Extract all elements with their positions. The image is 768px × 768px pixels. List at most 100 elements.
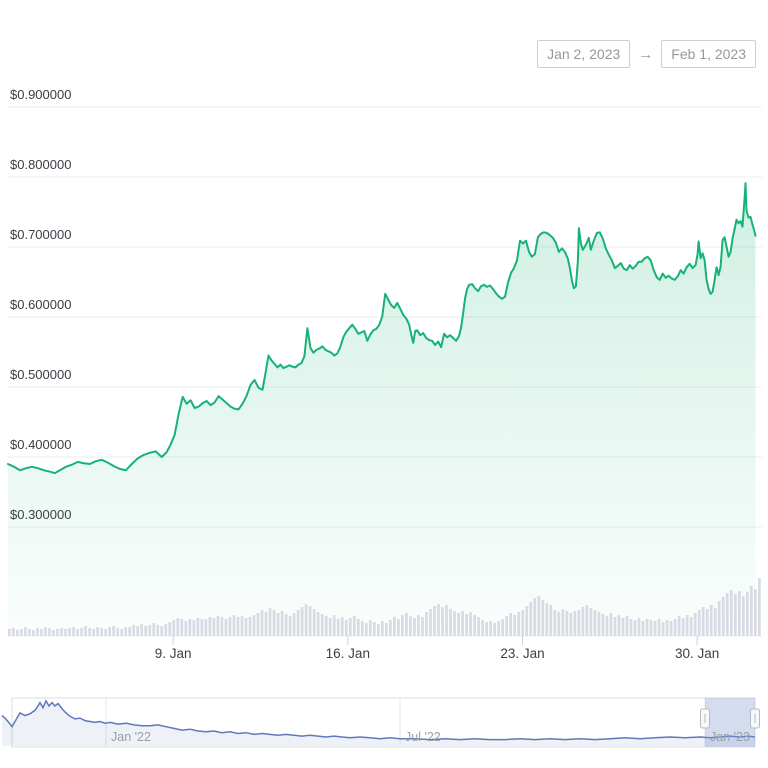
volume-bar (56, 629, 59, 636)
volume-bar (625, 616, 629, 636)
volume-bar (569, 613, 573, 636)
volume-bar (268, 608, 272, 636)
volume-bar (360, 621, 364, 636)
volume-bar (713, 608, 717, 636)
volume-bar (421, 617, 424, 636)
volume-bar (709, 605, 713, 636)
volume-bar (128, 627, 132, 636)
volume-bar (140, 624, 144, 636)
volume-bar (220, 617, 224, 636)
volume-bar (100, 628, 103, 636)
volume-bar (212, 618, 216, 636)
volume-bar (376, 624, 380, 636)
volume-bar (40, 629, 43, 636)
volume-bar (525, 606, 529, 636)
volume-bar (509, 613, 513, 636)
volume-bar (501, 619, 505, 636)
volume-bar (184, 621, 188, 636)
volume-bar (737, 591, 741, 636)
volume-bar (385, 623, 388, 636)
price-area-fill (8, 183, 756, 637)
volume-bar (380, 621, 384, 636)
volume-bar (441, 607, 444, 636)
volume-bar (108, 627, 111, 636)
date-range-picker: Jan 2, 2023 → Feb 1, 2023 (537, 40, 756, 68)
volume-bar (44, 627, 47, 636)
volume-bar (188, 619, 192, 636)
volume-bar (645, 619, 649, 636)
navigator-tick-label: Jul '22 (405, 730, 441, 744)
volume-bar (657, 619, 661, 636)
volume-bar (84, 626, 87, 636)
volume-bar (276, 613, 280, 636)
volume-bar (741, 596, 745, 636)
volume-bar (272, 610, 276, 636)
date-to-input[interactable]: Feb 1, 2023 (661, 40, 756, 68)
volume-bar (577, 610, 581, 636)
volume-bar (172, 620, 176, 636)
volume-bar (661, 622, 665, 636)
volume-bar (300, 607, 304, 636)
navigator-selection[interactable] (705, 698, 755, 747)
volume-bar (240, 616, 244, 636)
volume-bar (88, 628, 91, 636)
volume-bar (96, 627, 99, 636)
volume-bar (489, 621, 493, 636)
volume-bar (76, 629, 79, 636)
volume-bar (653, 621, 657, 636)
volume-bar (473, 615, 476, 636)
volume-bar (677, 616, 681, 636)
volume-bar (52, 630, 55, 636)
volume-bar (328, 618, 332, 636)
volume-bar (613, 617, 617, 636)
navigator-handle-right[interactable] (750, 708, 760, 729)
volume-bar (312, 609, 316, 636)
volume-bar (529, 602, 533, 636)
volume-bar (12, 628, 15, 636)
volume-bar (36, 628, 39, 636)
volume-bar (136, 626, 140, 636)
navigator-tick-label: Jan '22 (111, 730, 151, 744)
volume-bar (168, 622, 172, 636)
volume-bar (409, 616, 412, 636)
volume-bar (180, 619, 184, 636)
volume-bar (541, 600, 545, 636)
volume-bar (32, 630, 35, 636)
volume-bar (352, 616, 356, 636)
volume-bar (132, 625, 136, 636)
volume-bar (308, 606, 312, 636)
volume-bar (192, 620, 196, 636)
volume-bar (92, 629, 95, 636)
volume-bar (148, 625, 152, 636)
volume-bar (80, 628, 83, 636)
volume-bar (449, 609, 452, 636)
volume-bars (8, 578, 761, 636)
price-line[interactable] (7, 182, 757, 475)
volume-bar (425, 612, 428, 636)
date-from-input[interactable]: Jan 2, 2023 (537, 40, 631, 68)
volume-bar (757, 578, 761, 636)
volume-bar (681, 618, 685, 636)
volume-bar (176, 618, 180, 636)
volume-bar (701, 607, 705, 636)
volume-bar (228, 617, 232, 636)
volume-bar (521, 610, 525, 636)
volume-bar (545, 603, 549, 636)
volume-bar (364, 623, 368, 636)
volume-bar (413, 618, 416, 636)
volume-bar (429, 609, 432, 636)
volume-bar (561, 609, 565, 636)
volume-bar (8, 629, 11, 636)
volume-bar (493, 623, 497, 636)
volume-bar (685, 615, 689, 636)
volume-bar (537, 596, 541, 636)
volume-bar (116, 628, 120, 636)
volume-bar (629, 619, 633, 636)
navigator-handle-left[interactable] (700, 708, 710, 729)
volume-bar (753, 589, 757, 636)
volume-bar (20, 629, 23, 636)
volume-bar (689, 617, 693, 636)
volume-bar (553, 610, 557, 636)
volume-bar (485, 622, 488, 636)
